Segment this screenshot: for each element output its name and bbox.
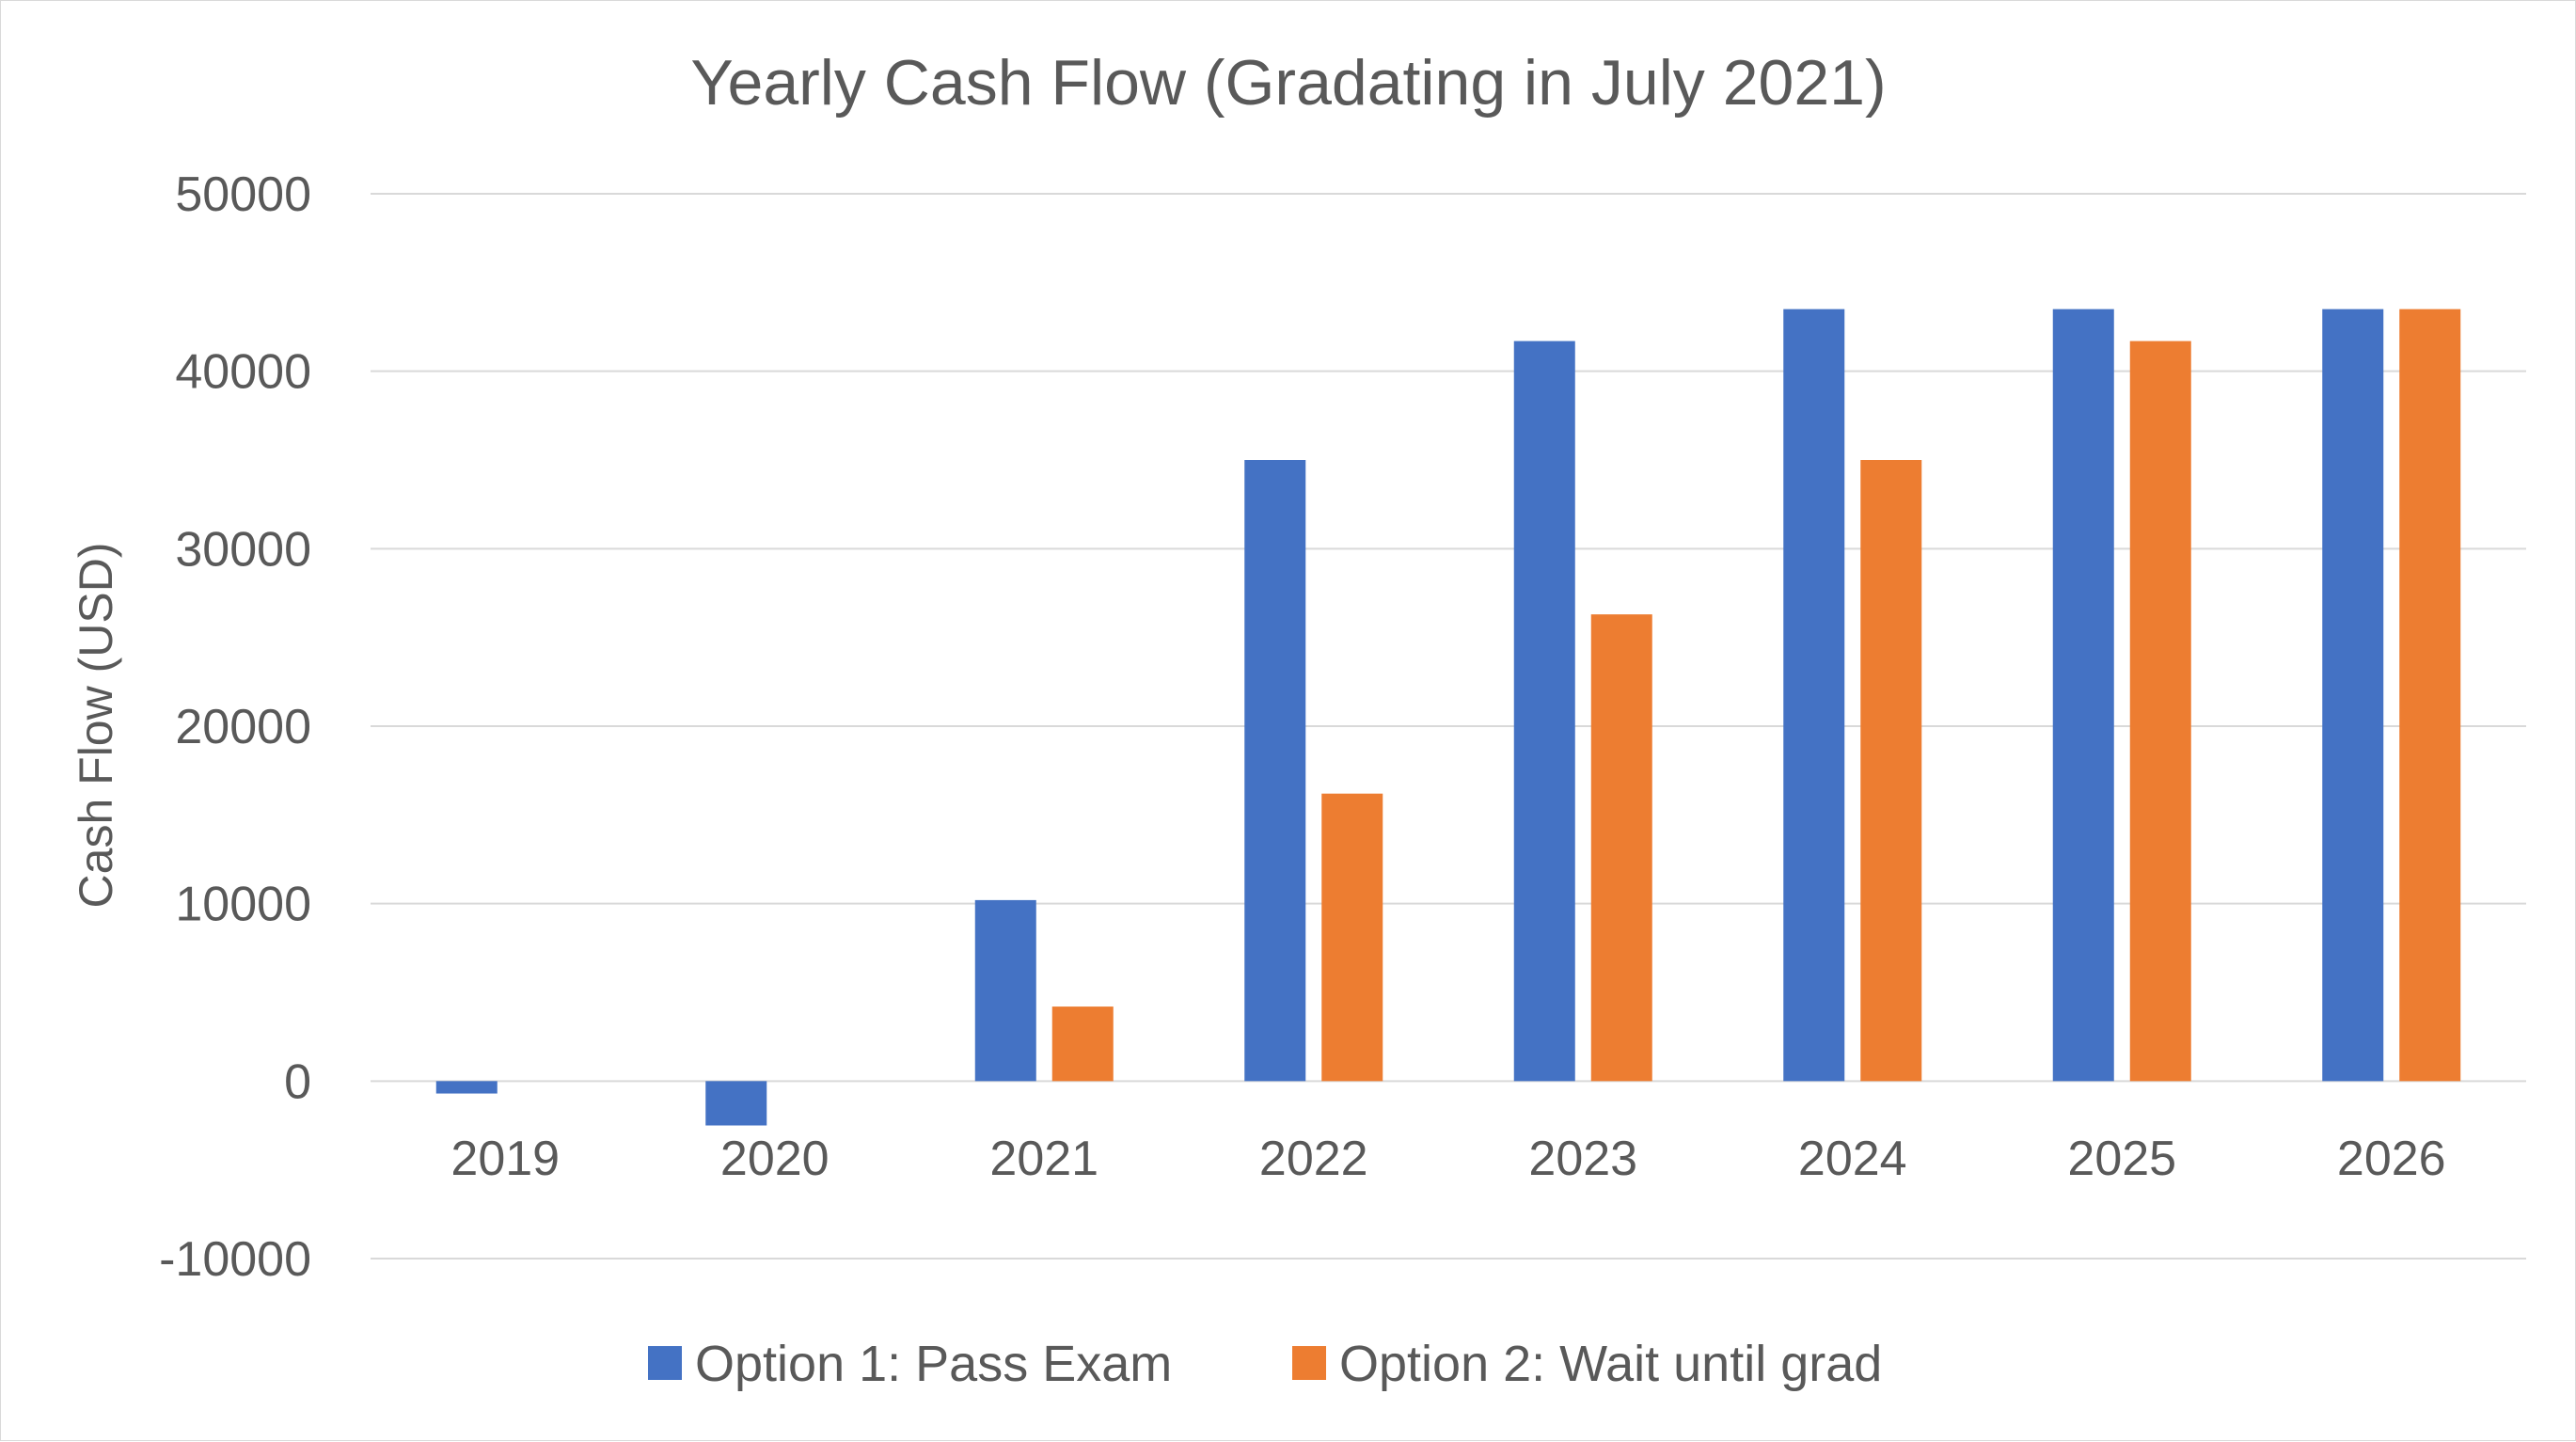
x-tick-label: 2019 <box>450 1132 560 1186</box>
bar-series-1-2026 <box>2322 309 2384 1082</box>
bars <box>435 309 2461 1126</box>
bar-series-1-2023 <box>1513 341 1575 1082</box>
y-tick-label: -10000 <box>159 1232 311 1287</box>
bar-series-1-2022 <box>1244 460 1306 1082</box>
legend-swatch-series-1 <box>648 1346 682 1380</box>
x-tick-label: 2023 <box>1528 1132 1637 1186</box>
chart-title: Yearly Cash Flow (Gradating in July 2021… <box>690 47 1886 119</box>
legend-label-series-1: Option 1: Pass Exam <box>695 1336 1172 1392</box>
y-tick-label: 30000 <box>175 522 311 577</box>
y-tick-label: 50000 <box>175 167 311 222</box>
bar-series-1-2019 <box>435 1081 498 1094</box>
legend-label-series-2: Option 2: Wait until grad <box>1339 1336 1882 1392</box>
bar-series-1-2025 <box>2052 309 2114 1082</box>
x-tick-label: 2025 <box>2067 1132 2176 1186</box>
x-tick-label: 2022 <box>1259 1132 1368 1186</box>
y-tick-label: 20000 <box>175 700 311 754</box>
gridlines <box>371 193 2526 1260</box>
y-tick-label: 10000 <box>175 878 311 932</box>
bar-series-1-2021 <box>974 899 1036 1082</box>
x-tick-label: 2024 <box>1798 1132 1907 1186</box>
bar-series-2-2021 <box>1051 1006 1114 1082</box>
legend: Option 1: Pass Exam Option 2: Wait until … <box>648 1336 1882 1392</box>
bar-series-2-2024 <box>1860 460 1922 1082</box>
y-axis-title: Cash Flow (USD) <box>70 543 122 909</box>
y-axis-ticks: 50000 40000 30000 20000 10000 0 -10000 <box>159 167 311 1287</box>
y-tick-label: 0 <box>284 1054 311 1109</box>
x-tick-label: 2026 <box>2337 1132 2446 1186</box>
bar-series-2-2023 <box>1590 614 1652 1082</box>
bar-series-2-2022 <box>1321 793 1383 1082</box>
legend-swatch-series-2 <box>1292 1346 1326 1380</box>
x-axis-ticks: 2019 2020 2021 2022 2023 2024 2025 2026 <box>450 1132 2445 1186</box>
bar-series-2-2025 <box>2129 341 2191 1082</box>
bar-series-2-2026 <box>2399 309 2461 1082</box>
bar-series-1-2020 <box>705 1081 767 1126</box>
x-tick-label: 2021 <box>989 1132 1098 1186</box>
y-tick-label: 40000 <box>175 345 311 400</box>
x-tick-label: 2020 <box>720 1132 830 1186</box>
bar-series-1-2024 <box>1783 309 1845 1082</box>
